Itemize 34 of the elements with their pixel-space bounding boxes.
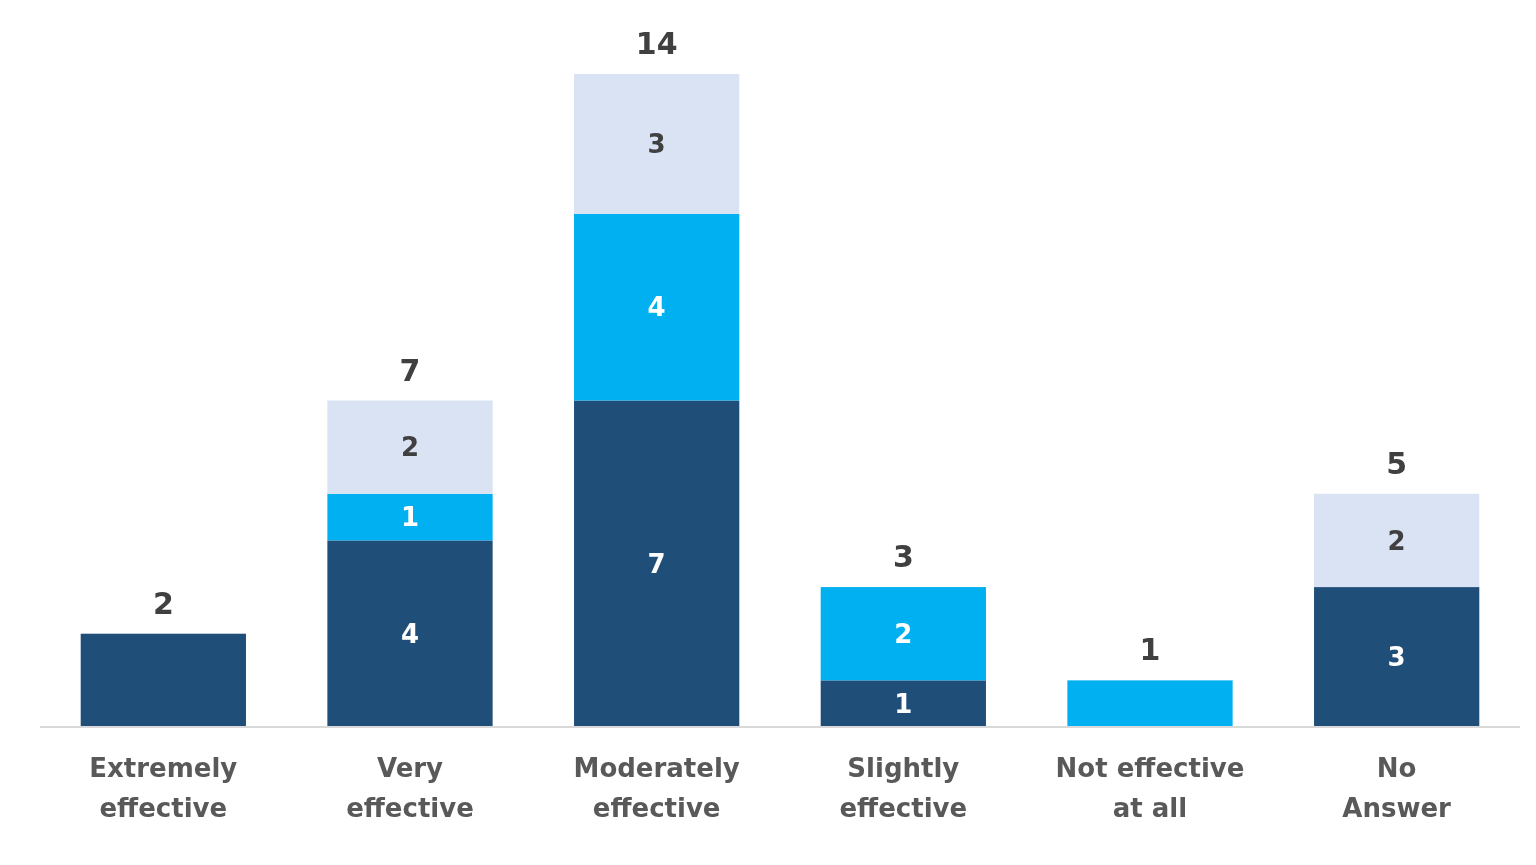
bar [327, 400, 493, 494]
bar [1314, 587, 1480, 727]
data-label: 2 [400, 432, 420, 463]
bar [1067, 680, 1233, 727]
data-label: 2 [1387, 525, 1406, 556]
total-label: 2 [152, 585, 174, 621]
data-label: 1 [894, 688, 913, 719]
bar [820, 680, 986, 727]
data-label: 3 [1387, 642, 1406, 673]
bar [1314, 493, 1480, 588]
x-tick-label: Extremely effective [89, 753, 238, 823]
total-label: 14 [635, 26, 678, 61]
data-label: 7 [647, 548, 666, 579]
bar [327, 540, 493, 727]
data-label: 4 [400, 618, 420, 649]
bar [80, 633, 246, 727]
x-tick-label: Slightly effective [839, 753, 968, 823]
x-tick-label: Moderately effective [573, 753, 740, 823]
x-tick-label: Not effective at all [1055, 753, 1245, 823]
bar [574, 400, 740, 727]
total-label: 7 [399, 352, 421, 388]
total-label: 5 [1386, 445, 1408, 481]
bar [820, 587, 986, 681]
data-label: 3 [647, 129, 666, 160]
total-label: 3 [892, 539, 914, 575]
bar [327, 493, 493, 541]
x-tick-label: No Answer [1342, 753, 1452, 823]
data-label: 1 [400, 502, 420, 533]
x-tick-label: Very effective [346, 753, 474, 823]
bar [574, 74, 740, 214]
data-label: 2 [894, 618, 913, 649]
data-label: 4 [647, 292, 666, 323]
bar [574, 213, 740, 401]
total-label: 1 [1139, 632, 1161, 668]
